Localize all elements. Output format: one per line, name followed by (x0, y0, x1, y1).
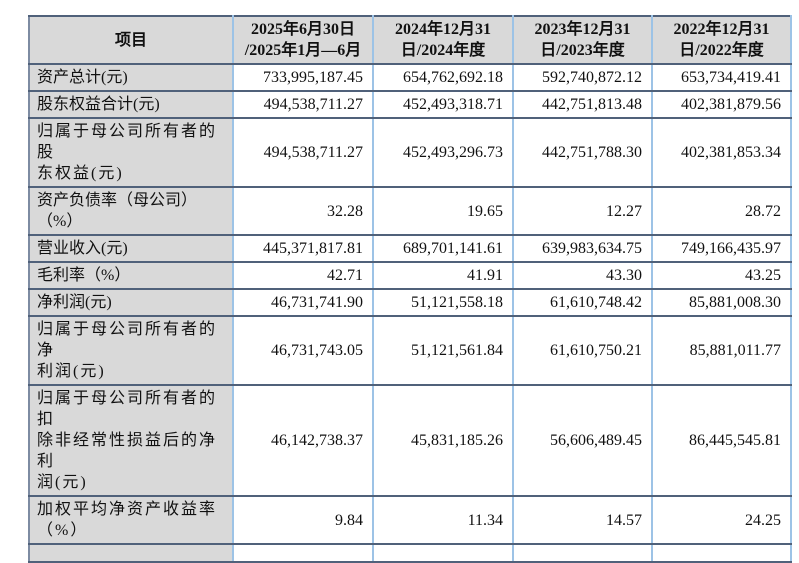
value-cell: 402,381,879.56 (651, 90, 792, 119)
value-cell: 445,371,817.81 (232, 234, 374, 263)
value-cell: 46,731,741.90 (232, 288, 374, 317)
value-cell: 19.65 (372, 186, 514, 236)
value-cell: 653,734,419.41 (651, 63, 792, 92)
row-label-cell: 股东权益合计(元) (28, 90, 234, 119)
table-row: 资产总计(元) 733,995,187.45 654,762,692.18 592,7… (28, 63, 792, 92)
value-cell: 689,701,141.61 (372, 234, 514, 263)
value-cell: 733,995,187.45 (232, 63, 374, 92)
row-label-cell: 资产负债率（母公司）（%） (28, 186, 234, 236)
row-label-cell: 归属于母公司所有者的净 利润(元) (28, 315, 234, 386)
row-label-cell: 净利润(元) (28, 288, 234, 317)
table-row: 归属于母公司所有者的净 利润(元) 46,731,743.05 51,121,561… (28, 315, 792, 386)
value-cell: 42.71 (232, 261, 374, 290)
row-label-cell (28, 543, 234, 563)
table-header-row: 项目 2025年6月30日 /2025年1月—6月 2024年12月31 日/2… (28, 15, 792, 65)
value-cell: 86,445,545.81 (651, 384, 792, 497)
value-cell: 592,740,872.12 (512, 63, 653, 92)
value-cell: 61,610,750.21 (512, 315, 653, 386)
value-cell: 11.34 (372, 495, 514, 545)
value-cell: 51,121,561.84 (372, 315, 514, 386)
value-cell: 56,606,489.45 (512, 384, 653, 497)
value-cell: 61,610,748.42 (512, 288, 653, 317)
value-cell: 494,538,711.27 (232, 90, 374, 119)
value-cell (232, 543, 374, 563)
value-cell: 85,881,008.30 (651, 288, 792, 317)
value-cell: 442,751,813.48 (512, 90, 653, 119)
table-row (28, 543, 792, 563)
value-cell: 639,983,634.75 (512, 234, 653, 263)
value-cell: 46,731,743.05 (232, 315, 374, 386)
header-cell-period-2023: 2023年12月31 日/2023年度 (512, 15, 653, 65)
value-cell: 43.25 (651, 261, 792, 290)
value-cell: 85,881,011.77 (651, 315, 792, 386)
value-cell: 14.57 (512, 495, 653, 545)
value-cell: 749,166,435.97 (651, 234, 792, 263)
value-cell (651, 543, 792, 563)
table-row: 毛利率（%） 42.71 41.91 43.30 43.25 (28, 261, 792, 290)
table-row: 加权平均净资产收益率 （%） 9.84 11.34 14.57 24.25 (28, 495, 792, 545)
table-row: 营业收入(元) 445,371,817.81 689,701,141.61 639,9… (28, 234, 792, 263)
table-row: 股东权益合计(元) 494,538,711.27 452,493,318.71 442… (28, 90, 792, 119)
value-cell: 24.25 (651, 495, 792, 545)
row-label-cell: 营业收入(元) (28, 234, 234, 263)
row-label-cell: 归属于母公司所有者的股 东权益(元) (28, 117, 234, 188)
table-row: 归属于母公司所有者的股 东权益(元) 494,538,711.27 452,493,… (28, 117, 792, 188)
row-label-cell: 毛利率（%） (28, 261, 234, 290)
value-cell: 28.72 (651, 186, 792, 236)
table-row: 资产负债率（母公司）（%） 32.28 19.65 12.27 28.72 (28, 186, 792, 236)
value-cell: 32.28 (232, 186, 374, 236)
table-row: 归属于母公司所有者的扣 除非经常性损益后的净利 润(元) 46,142,738.3… (28, 384, 792, 497)
value-cell: 452,493,318.71 (372, 90, 514, 119)
row-label-cell: 归属于母公司所有者的扣 除非经常性损益后的净利 润(元) (28, 384, 234, 497)
header-cell-item: 项目 (28, 15, 234, 65)
value-cell: 9.84 (232, 495, 374, 545)
header-cell-period-2025: 2025年6月30日 /2025年1月—6月 (232, 15, 374, 65)
value-cell (372, 543, 514, 563)
value-cell: 45,831,185.26 (372, 384, 514, 497)
row-label-cell: 加权平均净资产收益率 （%） (28, 495, 234, 545)
table-row: 净利润(元) 46,731,741.90 51,121,558.18 61,610,7… (28, 288, 792, 317)
header-cell-period-2024: 2024年12月31 日/2024年度 (372, 15, 514, 65)
value-cell: 452,493,296.73 (372, 117, 514, 188)
table-body: 资产总计(元) 733,995,187.45 654,762,692.18 592,7… (28, 63, 792, 563)
value-cell: 402,381,853.34 (651, 117, 792, 188)
financial-summary-table-wrap: 项目 2025年6月30日 /2025年1月—6月 2024年12月31 日/2… (28, 15, 792, 563)
value-cell: 51,121,558.18 (372, 288, 514, 317)
value-cell: 43.30 (512, 261, 653, 290)
value-cell: 494,538,711.27 (232, 117, 374, 188)
value-cell: 46,142,738.37 (232, 384, 374, 497)
header-cell-period-2022: 2022年12月31 日/2022年度 (651, 15, 792, 65)
value-cell: 41.91 (372, 261, 514, 290)
value-cell (512, 543, 653, 563)
row-label-cell: 资产总计(元) (28, 63, 234, 92)
value-cell: 654,762,692.18 (372, 63, 514, 92)
financial-summary-table: 项目 2025年6月30日 /2025年1月—6月 2024年12月31 日/2… (28, 15, 792, 563)
value-cell: 12.27 (512, 186, 653, 236)
value-cell: 442,751,788.30 (512, 117, 653, 188)
